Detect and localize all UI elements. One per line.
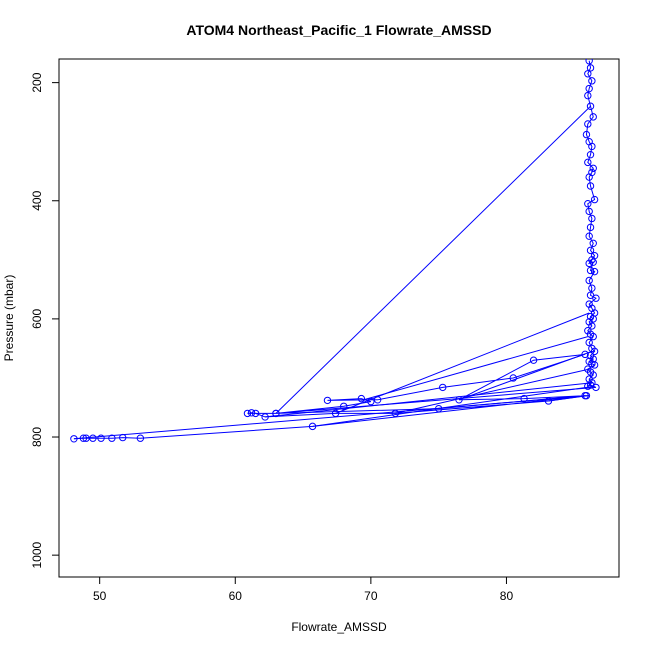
plot-frame bbox=[58, 58, 620, 578]
data-point bbox=[585, 338, 593, 347]
data-point bbox=[590, 195, 599, 204]
data-point bbox=[585, 207, 593, 216]
data-point bbox=[586, 150, 595, 159]
data-point bbox=[589, 239, 597, 247]
data-point bbox=[79, 434, 88, 442]
y-axis-label: Pressure (mbar) bbox=[2, 275, 16, 362]
data-point bbox=[584, 158, 592, 167]
data-point bbox=[584, 70, 592, 78]
chart-title: ATOM4 Northeast_Pacific_1 Flowrate_AMSSD bbox=[186, 22, 491, 38]
data-point bbox=[589, 258, 597, 266]
connector-segment bbox=[312, 385, 595, 427]
data-point bbox=[586, 102, 595, 110]
connector-segment bbox=[73, 395, 590, 440]
x-tick-label: 60 bbox=[229, 589, 243, 603]
data-point bbox=[97, 434, 105, 442]
connector-segment bbox=[275, 105, 591, 414]
y-tick-label: 200 bbox=[30, 72, 44, 92]
data-point bbox=[585, 259, 593, 268]
data-point bbox=[588, 77, 596, 85]
data-point bbox=[588, 284, 596, 292]
data-layer bbox=[70, 59, 600, 443]
data-point bbox=[588, 322, 596, 330]
data-point bbox=[373, 396, 382, 404]
data-point bbox=[340, 402, 348, 411]
data-point bbox=[585, 84, 593, 93]
data-point bbox=[586, 246, 595, 255]
data-point bbox=[586, 182, 595, 190]
data-point bbox=[588, 142, 596, 151]
data-point bbox=[582, 130, 591, 139]
data-point bbox=[544, 397, 553, 405]
y-axis: 200 400 600 800 1000 bbox=[30, 72, 60, 568]
data-point bbox=[323, 396, 332, 405]
y-tick-label: 800 bbox=[30, 427, 44, 447]
data-point bbox=[136, 434, 145, 442]
data-point bbox=[529, 356, 538, 364]
data-point bbox=[509, 374, 517, 382]
data-point bbox=[247, 409, 256, 417]
data-point bbox=[357, 394, 366, 403]
data-point bbox=[588, 214, 596, 223]
data-point bbox=[589, 332, 597, 341]
y-tick-label: 400 bbox=[30, 190, 44, 210]
data-point bbox=[581, 350, 589, 359]
data-point bbox=[434, 404, 443, 413]
data-point bbox=[108, 434, 116, 442]
series-line bbox=[73, 60, 597, 440]
data-point bbox=[272, 409, 280, 418]
data-point bbox=[82, 434, 90, 442]
data-point bbox=[592, 383, 600, 392]
data-point bbox=[585, 232, 593, 240]
data-point bbox=[391, 409, 399, 418]
data-point bbox=[589, 164, 597, 172]
data-point bbox=[439, 383, 447, 392]
connector-segment bbox=[458, 350, 593, 401]
data-point bbox=[584, 91, 592, 100]
data-point bbox=[251, 409, 260, 418]
x-axis: 50 60 70 80 bbox=[93, 576, 514, 603]
data-point bbox=[70, 435, 78, 443]
connector-segment bbox=[265, 382, 594, 418]
data-point bbox=[586, 64, 595, 72]
x-tick-label: 50 bbox=[93, 589, 107, 603]
data-point bbox=[581, 391, 589, 400]
data-point bbox=[367, 397, 375, 406]
data-point bbox=[520, 394, 528, 403]
data-point bbox=[119, 433, 127, 442]
data-point bbox=[589, 371, 597, 379]
data-point bbox=[584, 120, 592, 128]
data-point bbox=[586, 223, 595, 232]
y-tick-label: 600 bbox=[30, 309, 44, 329]
data-point bbox=[585, 276, 593, 285]
data-point bbox=[585, 173, 593, 181]
data-point bbox=[455, 396, 463, 404]
data-point bbox=[586, 266, 595, 275]
data-point bbox=[243, 409, 252, 418]
data-point bbox=[590, 347, 599, 356]
y-tick-label: 1000 bbox=[30, 541, 44, 568]
data-point bbox=[589, 113, 597, 121]
data-point bbox=[261, 413, 269, 421]
data-point bbox=[585, 59, 593, 65]
x-axis-label: Flowrate_AMSSD bbox=[291, 620, 387, 634]
data-point bbox=[590, 361, 599, 369]
x-tick-label: 70 bbox=[364, 589, 378, 603]
data-point bbox=[308, 422, 317, 431]
data-point bbox=[331, 409, 340, 418]
data-point bbox=[584, 200, 592, 208]
connector-segment bbox=[361, 336, 588, 401]
data-point bbox=[590, 267, 599, 276]
connector-segment bbox=[395, 368, 590, 414]
x-tick-label: 80 bbox=[500, 589, 514, 603]
data-point bbox=[592, 294, 600, 302]
